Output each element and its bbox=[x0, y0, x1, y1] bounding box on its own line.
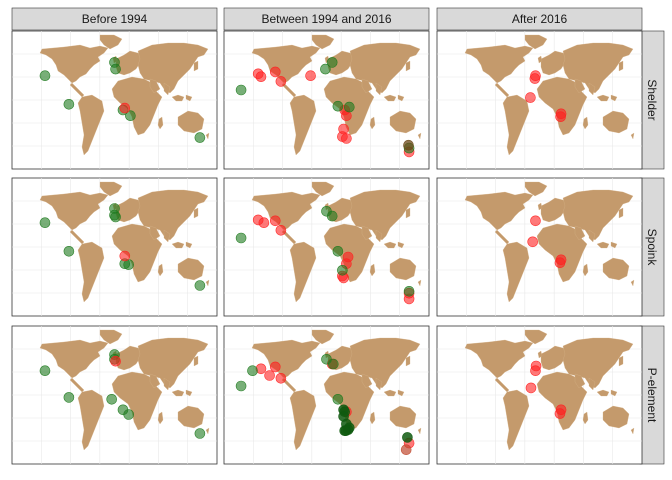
col-strip-label: Before 1994 bbox=[82, 12, 148, 26]
row-strip bbox=[639, 325, 665, 465]
data-point-red bbox=[269, 215, 281, 227]
data-point-green bbox=[194, 280, 206, 291]
facet-panel bbox=[436, 177, 643, 317]
data-point-red bbox=[530, 215, 541, 227]
data-point-green bbox=[39, 365, 51, 377]
data-point-green bbox=[110, 63, 121, 75]
data-point-green bbox=[320, 63, 331, 75]
data-point-red bbox=[525, 92, 536, 103]
data-point-dark_green bbox=[402, 432, 413, 443]
data-point-green bbox=[332, 100, 344, 112]
data-point-red bbox=[269, 66, 281, 78]
facet-panel bbox=[11, 177, 218, 317]
data-point-green bbox=[63, 246, 75, 257]
facet-panel bbox=[11, 325, 218, 465]
data-point-green bbox=[39, 70, 51, 81]
data-point-red bbox=[275, 372, 287, 384]
data-point-green bbox=[123, 409, 134, 420]
row-strip bbox=[639, 30, 665, 170]
data-point-green bbox=[123, 259, 134, 270]
col-strip-label: After 2016 bbox=[512, 12, 568, 26]
data-point-green bbox=[327, 358, 339, 370]
data-point-red bbox=[525, 382, 537, 394]
data-point-mix bbox=[400, 444, 412, 456]
data-point-green bbox=[326, 57, 338, 68]
data-point-green bbox=[235, 380, 247, 392]
data-point-red bbox=[527, 236, 539, 248]
data-point-green bbox=[194, 428, 206, 439]
data-point-red bbox=[530, 365, 541, 377]
data-point-red bbox=[119, 250, 131, 262]
data-point-red bbox=[341, 133, 352, 144]
data-point-red bbox=[529, 73, 541, 84]
row-strip bbox=[639, 177, 665, 317]
facet-panel bbox=[11, 30, 218, 170]
data-point-green bbox=[110, 211, 121, 223]
data-point-red bbox=[554, 257, 566, 269]
data-point-red bbox=[555, 111, 566, 122]
data-point-green bbox=[106, 393, 117, 405]
data-point-red bbox=[554, 408, 566, 419]
data-point-green bbox=[63, 392, 75, 403]
data-point-green bbox=[403, 285, 415, 297]
row-strip-label: Shelder bbox=[645, 79, 659, 120]
data-point-red bbox=[255, 71, 267, 82]
data-point-green bbox=[332, 246, 344, 257]
facet-panel bbox=[436, 30, 643, 170]
data-point-red bbox=[264, 370, 275, 381]
col-strip-label: Between 1994 and 2016 bbox=[261, 12, 391, 26]
row-strip-label: P-element bbox=[645, 368, 659, 423]
facet-panel bbox=[223, 177, 430, 317]
data-point-green bbox=[326, 210, 338, 222]
data-point-green bbox=[247, 365, 258, 377]
data-point-green bbox=[125, 110, 136, 121]
data-point-red bbox=[275, 76, 287, 87]
data-point-olive bbox=[403, 139, 414, 151]
col-strip bbox=[436, 7, 643, 31]
data-point-red bbox=[269, 361, 281, 373]
data-point-green bbox=[332, 393, 344, 405]
data-point-red bbox=[305, 70, 316, 81]
data-point-green bbox=[343, 101, 355, 113]
facet-panel bbox=[436, 325, 643, 465]
col-strip bbox=[223, 7, 430, 31]
data-point-red bbox=[258, 217, 270, 228]
col-strip bbox=[11, 7, 218, 31]
data-point-green bbox=[63, 99, 75, 110]
data-point-green bbox=[39, 217, 51, 228]
data-point-red bbox=[119, 102, 131, 114]
row-strip-label: Spoink bbox=[645, 229, 659, 267]
data-point-green bbox=[194, 132, 206, 143]
data-point-green bbox=[235, 232, 247, 244]
facet-panel bbox=[223, 30, 430, 170]
data-point-dark_green bbox=[339, 425, 351, 437]
data-point-green bbox=[337, 264, 348, 276]
data-point-red bbox=[110, 355, 121, 367]
data-point-red bbox=[275, 225, 287, 236]
facet-panel bbox=[223, 325, 430, 465]
data-point-green bbox=[235, 84, 247, 96]
